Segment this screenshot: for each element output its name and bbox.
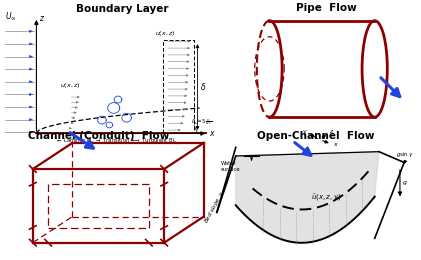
Text: Water
surface: Water surface bbox=[221, 161, 241, 172]
Text: Open-Channel  Flow: Open-Channel Flow bbox=[257, 131, 375, 141]
Text: $\delta$: $\delta$ bbox=[200, 81, 206, 92]
Text: Pipe  Flow: Pipe Flow bbox=[296, 3, 357, 14]
Text: $\leftarrow$ Laminar BL $\rightarrow$ Transition $\longleftrightarrow$ Turbulent: $\leftarrow$ Laminar BL $\rightarrow$ Tr… bbox=[55, 136, 177, 144]
Text: $\bar{u}(x,z,y)$: $\bar{u}(x,z,y)$ bbox=[311, 192, 341, 203]
Text: $x$: $x$ bbox=[333, 141, 339, 148]
Text: $\delta_v\!\approx\!5\frac{v}{u_*}$: $\delta_v\!\approx\!5\frac{v}{u_*}$ bbox=[191, 118, 212, 127]
Text: $z$: $z$ bbox=[330, 128, 335, 135]
Text: Bed slope  $\gamma$: Bed slope $\gamma$ bbox=[202, 189, 227, 225]
Text: $g\sin\gamma$: $g\sin\gamma$ bbox=[396, 150, 413, 159]
Text: $x$: $x$ bbox=[209, 129, 216, 138]
Polygon shape bbox=[236, 152, 379, 243]
Text: Channel (Conduit)  Flow: Channel (Conduit) Flow bbox=[28, 131, 169, 141]
Text: $u(x,z)$: $u(x,z)$ bbox=[155, 29, 175, 38]
Text: $u(x,z)$: $u(x,z)$ bbox=[60, 81, 80, 90]
Text: $z$: $z$ bbox=[39, 14, 45, 23]
Text: $g$: $g$ bbox=[402, 179, 408, 187]
Text: Boundary Layer: Boundary Layer bbox=[76, 4, 168, 14]
Text: $y$: $y$ bbox=[302, 128, 308, 136]
Text: $U_\infty$: $U_\infty$ bbox=[5, 11, 17, 23]
